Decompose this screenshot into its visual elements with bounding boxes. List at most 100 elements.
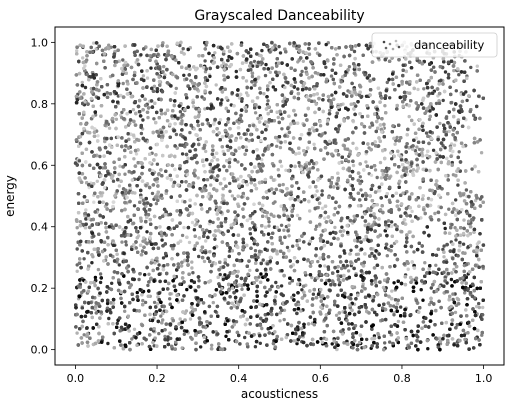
data-point <box>253 83 257 87</box>
data-point <box>139 53 143 57</box>
data-point <box>446 72 451 77</box>
data-point <box>256 116 260 121</box>
data-point <box>279 164 284 168</box>
data-point <box>180 119 184 123</box>
data-point <box>132 204 137 208</box>
data-point <box>297 161 301 165</box>
data-point <box>463 291 467 295</box>
data-point <box>134 152 139 156</box>
data-point <box>145 76 150 80</box>
data-point <box>473 198 478 203</box>
data-point <box>162 64 166 69</box>
data-point <box>190 220 195 225</box>
data-point <box>313 227 318 231</box>
data-point <box>219 224 224 228</box>
data-point <box>316 259 320 264</box>
data-point <box>361 282 365 286</box>
data-point <box>452 143 457 147</box>
data-point <box>157 263 161 267</box>
data-point <box>141 298 145 303</box>
data-point <box>141 118 145 122</box>
data-point <box>98 272 103 276</box>
data-point <box>221 193 225 198</box>
data-point <box>213 309 218 314</box>
data-point <box>385 80 389 85</box>
data-point <box>297 186 301 191</box>
data-point <box>161 256 166 260</box>
data-point <box>130 337 134 341</box>
data-point <box>92 200 96 204</box>
data-point <box>390 289 394 293</box>
data-point <box>211 220 215 225</box>
data-point <box>182 332 186 336</box>
data-point <box>143 300 148 305</box>
data-point <box>107 43 111 47</box>
data-point <box>400 82 404 86</box>
data-point <box>91 41 96 45</box>
data-point <box>315 189 319 193</box>
data-point <box>252 242 256 246</box>
data-point <box>203 70 208 74</box>
data-point <box>188 130 192 135</box>
data-point <box>132 327 137 331</box>
data-point <box>213 51 217 55</box>
data-point <box>117 184 122 188</box>
data-point <box>75 226 79 230</box>
data-point <box>157 331 161 336</box>
data-point <box>132 157 136 161</box>
data-point <box>82 257 86 261</box>
data-point <box>82 333 86 337</box>
data-point <box>281 255 286 259</box>
data-point <box>377 335 381 340</box>
data-point <box>319 278 324 282</box>
data-point <box>346 269 351 273</box>
data-point <box>442 244 446 248</box>
data-point <box>278 145 283 150</box>
data-point <box>121 58 125 62</box>
data-point <box>461 231 466 236</box>
data-point <box>352 49 357 54</box>
data-point <box>261 258 265 262</box>
data-point <box>320 206 325 210</box>
data-point <box>349 248 353 252</box>
data-point <box>214 205 219 209</box>
data-point <box>75 269 79 273</box>
data-point <box>257 275 261 279</box>
data-point <box>441 247 445 252</box>
data-point <box>279 223 284 227</box>
data-point <box>288 281 292 285</box>
data-point <box>399 305 403 309</box>
data-point <box>119 93 123 98</box>
data-point <box>273 200 277 204</box>
data-point <box>413 149 418 153</box>
data-point <box>258 341 262 345</box>
data-point <box>182 73 186 78</box>
data-point <box>390 157 394 161</box>
data-point <box>163 334 167 339</box>
data-point <box>185 287 189 292</box>
data-point <box>115 321 120 326</box>
data-point <box>422 87 426 91</box>
data-point <box>450 160 454 165</box>
data-point <box>393 142 397 146</box>
data-point <box>90 240 95 244</box>
data-point <box>123 172 127 176</box>
data-point <box>438 121 442 126</box>
data-point <box>443 226 447 231</box>
data-point <box>120 110 124 115</box>
data-point <box>310 275 314 280</box>
data-point <box>461 242 466 246</box>
data-point <box>325 122 330 126</box>
data-point <box>475 304 479 309</box>
data-point <box>84 208 88 212</box>
data-point <box>218 118 223 122</box>
data-point <box>325 278 329 283</box>
data-point <box>454 238 458 242</box>
data-point <box>259 272 263 276</box>
data-point <box>228 181 232 186</box>
data-point <box>154 201 159 206</box>
data-point <box>385 254 389 258</box>
data-point <box>75 49 79 53</box>
data-point <box>181 47 185 51</box>
data-point <box>253 345 258 349</box>
